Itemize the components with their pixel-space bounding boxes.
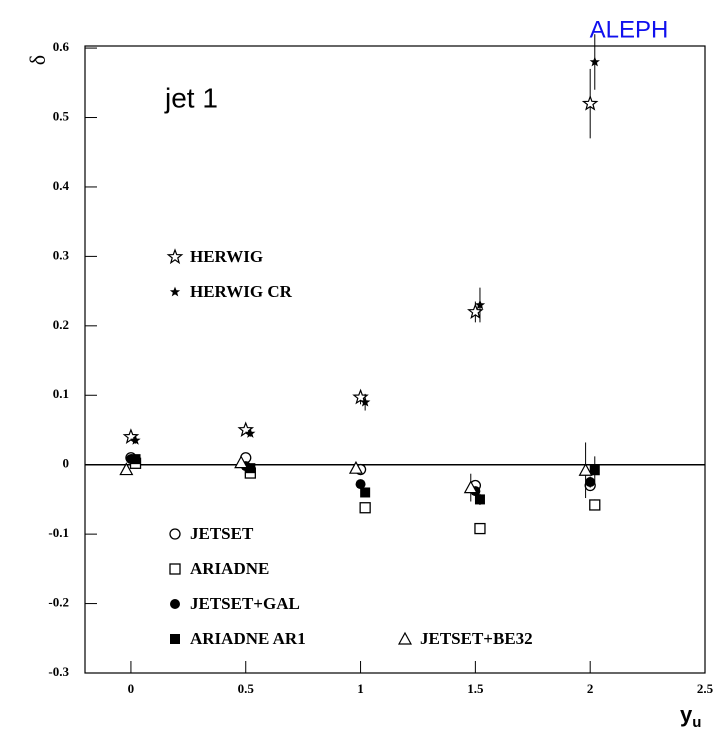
data-point [245, 463, 256, 474]
y-tick-label: -0.2 [48, 595, 69, 610]
data-point [360, 487, 371, 498]
data-point [348, 460, 363, 474]
data-point [474, 522, 486, 535]
legend-marker [169, 528, 181, 540]
x-tick-label: 2.5 [697, 681, 714, 696]
y-tick-label: -0.3 [48, 664, 69, 679]
y-tick-label: 0.2 [53, 317, 69, 332]
legend-label: ARIADNE [190, 559, 269, 578]
legend-marker [397, 631, 413, 645]
x-axis-label-sub: u [692, 714, 701, 731]
y-tick-label: 0.5 [53, 109, 70, 124]
y-tick-label: 0.6 [53, 39, 70, 54]
data-point [474, 494, 485, 505]
x-axis-label-main: y [680, 702, 693, 727]
y-tick-label: 0.4 [53, 178, 70, 193]
annotation: jet 1 [164, 82, 218, 113]
legend-label: JETSET+BE32 [420, 629, 533, 648]
x-axis-label: yu [680, 702, 701, 731]
data-point [130, 435, 141, 445]
data-point [463, 480, 478, 494]
x-tick-label: 2 [587, 681, 594, 696]
data-point [578, 462, 593, 476]
data-point [130, 454, 141, 465]
data-point [589, 465, 600, 476]
plot-frame [84, 45, 706, 674]
x-tick-label: 0.5 [238, 681, 255, 696]
legend-label: HERWIG CR [190, 282, 293, 301]
data-point [245, 427, 256, 438]
y-tick-label: 0.1 [53, 386, 69, 401]
data-point [585, 477, 596, 488]
legend-marker [170, 599, 180, 609]
experiment-label: ALEPH [590, 16, 669, 43]
legend-marker [169, 563, 181, 575]
y-tick-label: 0 [63, 456, 70, 471]
y-axis-label: δ [25, 55, 50, 65]
x-tick-label: 1 [357, 681, 364, 696]
data-point [581, 94, 599, 111]
data-point [359, 502, 371, 514]
legend-label: HERWIG [190, 247, 263, 266]
y-tick-label: -0.1 [48, 525, 69, 540]
x-tick-label: 1.5 [467, 681, 484, 696]
legend-marker [170, 634, 180, 644]
data-point [589, 56, 600, 67]
y-tick-label: 0.3 [53, 247, 70, 262]
legend-marker [169, 286, 181, 297]
data-point [122, 428, 140, 444]
data-point [355, 479, 366, 490]
data-point [359, 396, 371, 407]
x-tick-label: 0 [128, 681, 135, 696]
data-point [234, 455, 249, 469]
legend-label: ARIADNE AR1 [190, 629, 306, 648]
legend-label: JETSET+GAL [190, 594, 300, 613]
data-point [474, 299, 486, 310]
legend-marker [166, 248, 184, 265]
data-point [589, 499, 601, 511]
data-point [237, 421, 255, 437]
data-point [119, 462, 134, 476]
legend-label: JETSET [190, 524, 254, 543]
